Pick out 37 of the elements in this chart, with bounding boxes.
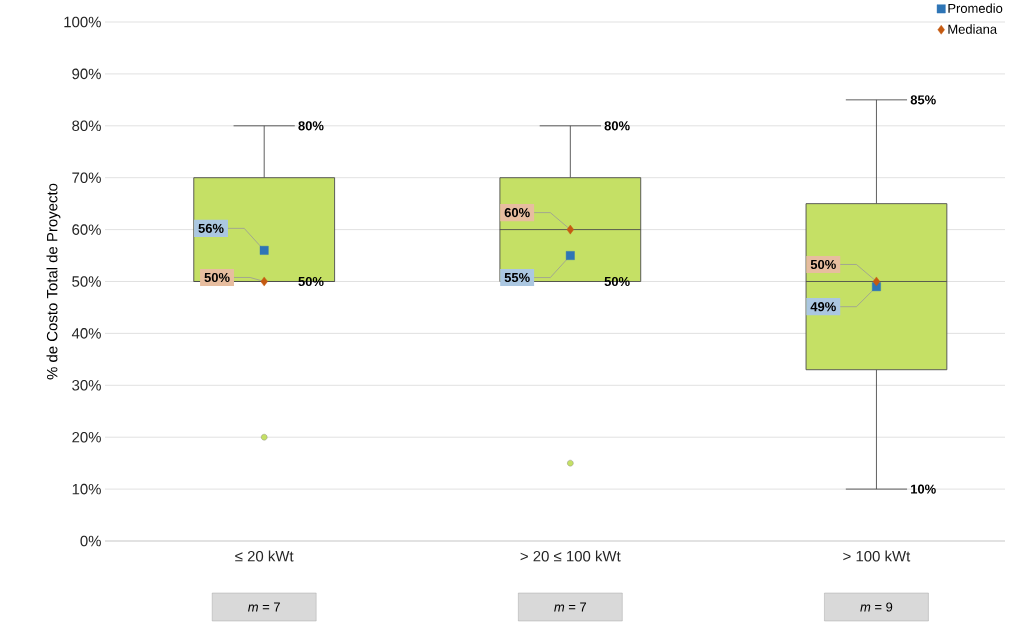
legend-label: Mediana <box>948 24 998 34</box>
point <box>259 245 269 255</box>
text: m = 9 <box>860 602 893 612</box>
x-tick-label: ≤ 20 kWt <box>235 550 294 562</box>
point <box>565 251 575 260</box>
data-label: 50% <box>204 272 230 283</box>
data-label: 60% <box>504 208 530 218</box>
annotation: 80% <box>604 121 630 131</box>
data-label: 55% <box>504 272 530 283</box>
x-tick-label: > 20 ≤ 100 kWt <box>520 550 621 562</box>
text: m = 7 <box>554 602 587 612</box>
annotation: 80% <box>298 121 324 131</box>
y-axis-title: % de Costo Total de Proyecto <box>46 183 61 380</box>
y-tick-label: 10% <box>72 483 101 495</box>
x-tick-label: > 100 kWt <box>843 550 911 562</box>
annotation: 50% <box>604 276 630 287</box>
y-tick-label: 90% <box>72 68 101 80</box>
y-tick-label: 70% <box>72 172 101 183</box>
data-label: 50% <box>810 259 836 270</box>
legend-label: Promedio <box>948 3 1003 13</box>
y-tick-label: 60% <box>72 224 101 235</box>
y-tick-label: 50% <box>72 276 101 287</box>
y-tick-label: 0% <box>80 535 101 547</box>
annotation: 10% <box>911 484 936 494</box>
text: m = 7 <box>248 602 280 612</box>
data-label: 49% <box>810 302 836 312</box>
y-tick-label: 30% <box>72 380 101 391</box>
y-tick-label: 80% <box>72 120 101 132</box>
annotation: 85% <box>910 95 936 105</box>
y-tick-label: 100% <box>64 16 101 28</box>
point <box>260 276 268 287</box>
y-tick-label: 40% <box>71 328 101 339</box>
data-label: 56% <box>198 223 224 233</box>
point <box>566 224 574 235</box>
y-tick-label: 20% <box>72 431 101 443</box>
point <box>872 276 881 287</box>
annotation: 50% <box>298 276 324 287</box>
